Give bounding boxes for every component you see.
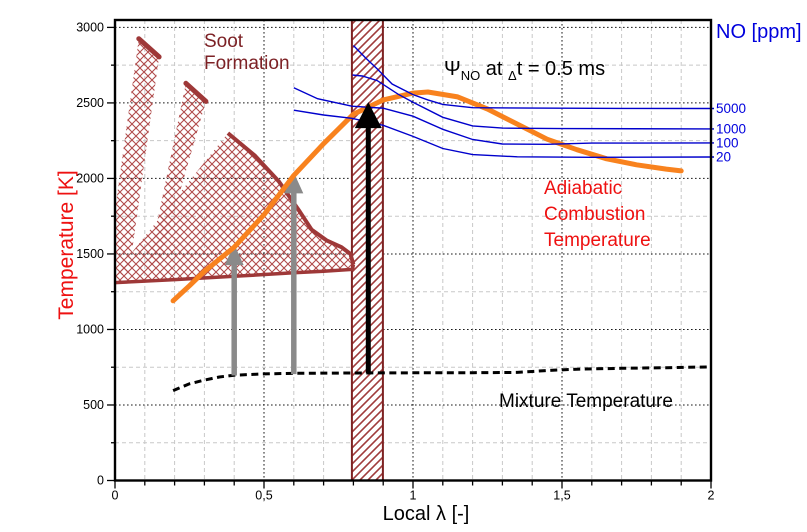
- delta-symbol: Δ: [508, 68, 517, 83]
- no-iso-20-curve: [293, 109, 714, 159]
- tick-labels: 0 0,5 1 1,5 2 0 500 1000 1500 2000 2500 3000: [76, 20, 714, 502]
- axis-ticks: [107, 26, 712, 489]
- soot-wedge-cap: [226, 131, 356, 266]
- soot-formation-label: Soot Formation: [204, 31, 290, 74]
- plot-frame: [113, 18, 713, 482]
- black-heating-arrow: [354, 102, 382, 374]
- y-tick-label: 500: [83, 398, 104, 412]
- psi-no-annotation: ΨNO at Δt = 0.5 ms: [444, 58, 605, 84]
- no-level-label-1000: 1000: [716, 121, 746, 136]
- no-level-label-100: 100: [716, 135, 739, 150]
- soot-sliver-cap: [136, 36, 162, 60]
- gray-heating-arrow: [284, 172, 304, 375]
- gray-heating-arrow: [224, 244, 244, 376]
- y-axis-title: Temperature [K]: [54, 170, 78, 320]
- no-level-label-5000: 5000: [716, 101, 746, 116]
- mixture-temperature-label: Mixture Temperature: [499, 391, 673, 412]
- psi-symbol: Ψ: [444, 58, 461, 80]
- x-tick-label: 2: [708, 489, 715, 503]
- x-axis-title: Local λ [-]: [382, 503, 470, 525]
- x-tick-label: 1,5: [553, 489, 570, 503]
- no-iso-1000-curve: [352, 74, 714, 130]
- y-tick-label: 2000: [76, 171, 104, 185]
- psi-subscript-no: NO: [460, 68, 481, 83]
- psi-rest-text: t = 0.5 ms: [516, 58, 606, 80]
- x-tick-label: 1: [410, 489, 417, 503]
- y-tick-label: 2500: [76, 96, 104, 110]
- soot-sliver-1: [115, 38, 160, 280]
- y-tick-label: 0: [97, 474, 104, 488]
- soot-sliver-cap: [183, 80, 209, 104]
- y-tick-label: 1000: [76, 322, 104, 336]
- adiabatic-combustion-temperature-label: Adiabatic Combustion Temperature: [544, 178, 651, 251]
- major-gridlines: [115, 20, 711, 481]
- y-tick-label: 3000: [76, 20, 104, 34]
- x-tick-label: 0,5: [255, 489, 272, 503]
- mixture-temperature-curve: [172, 365, 712, 392]
- no-axis-title: NO [ppm]: [716, 21, 802, 43]
- psi-mid-text: at: [480, 58, 509, 80]
- x-tick-label: 0: [112, 489, 119, 503]
- no-level-label-20: 20: [716, 149, 731, 164]
- no-iso-100-curve: [293, 87, 714, 146]
- y-tick-label: 1500: [76, 247, 104, 261]
- no-iso-5000-curve: [352, 45, 714, 110]
